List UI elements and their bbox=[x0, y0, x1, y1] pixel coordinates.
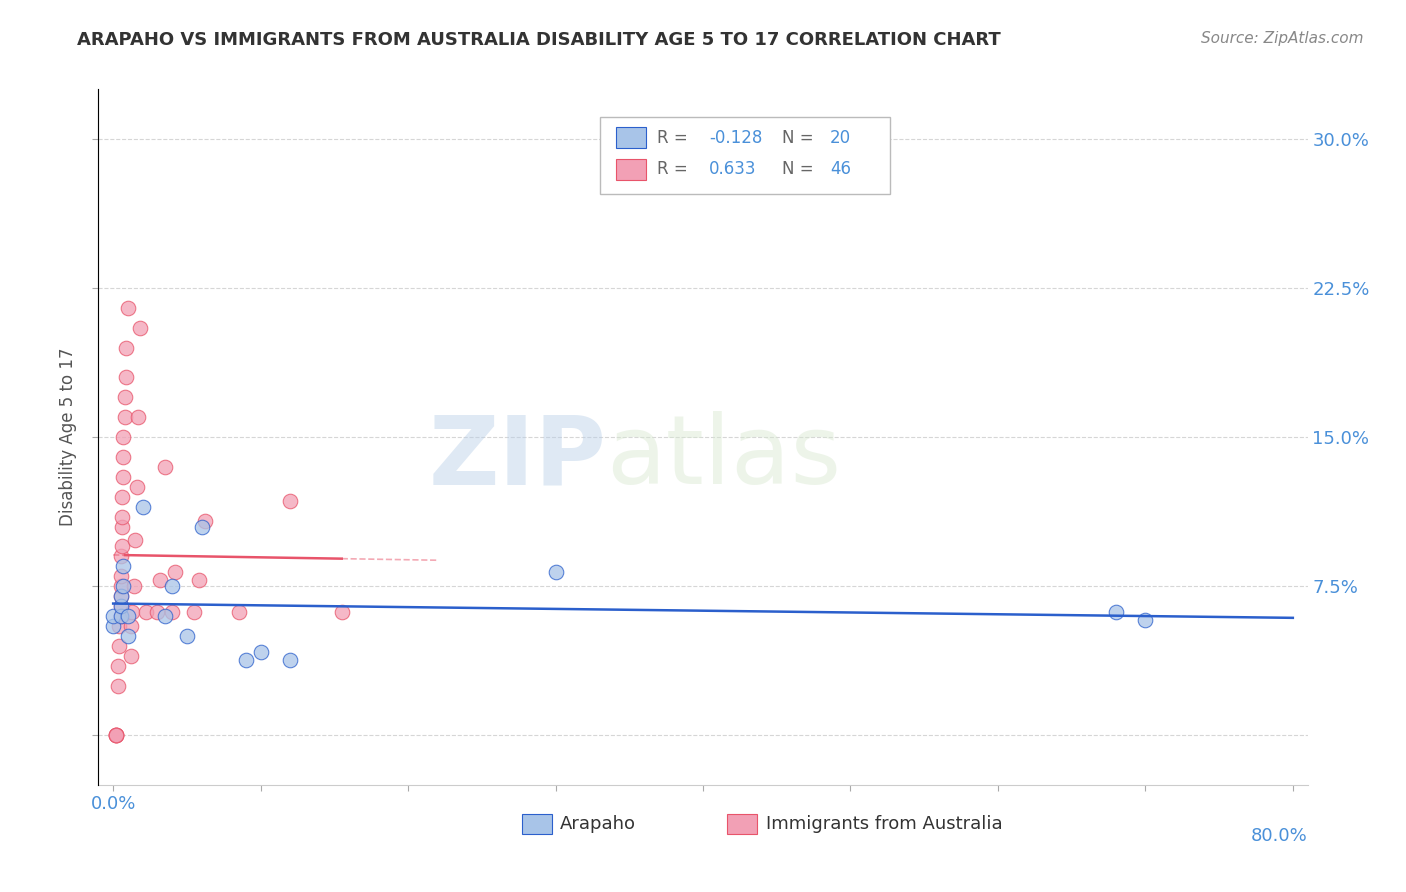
Point bbox=[111, 509, 134, 524]
Text: R =: R = bbox=[657, 161, 688, 178]
Text: Source: ZipAtlas.com: Source: ZipAtlas.com bbox=[1201, 31, 1364, 46]
Point bbox=[110, 599, 132, 613]
Bar bbox=[616, 159, 647, 179]
Point bbox=[1105, 605, 1128, 619]
Point bbox=[153, 459, 176, 474]
Point bbox=[278, 493, 301, 508]
Point bbox=[228, 605, 250, 619]
Point bbox=[114, 390, 136, 404]
Point bbox=[124, 533, 146, 548]
Point bbox=[330, 605, 353, 619]
Point bbox=[183, 605, 205, 619]
Point bbox=[110, 589, 132, 603]
Point bbox=[120, 648, 142, 663]
Point bbox=[187, 573, 209, 587]
Text: N =: N = bbox=[782, 161, 813, 178]
Point bbox=[115, 341, 138, 355]
Point bbox=[107, 658, 129, 673]
Text: R =: R = bbox=[657, 129, 688, 147]
Text: N =: N = bbox=[782, 129, 813, 147]
Point bbox=[108, 639, 131, 653]
Point bbox=[165, 566, 187, 580]
Point bbox=[112, 470, 135, 484]
Point bbox=[121, 605, 143, 619]
Point bbox=[117, 301, 139, 315]
Point bbox=[112, 450, 135, 464]
Text: 80.0%: 80.0% bbox=[1251, 827, 1308, 845]
Bar bbox=[727, 814, 758, 834]
Point bbox=[110, 579, 132, 593]
Text: 46: 46 bbox=[830, 161, 851, 178]
Point bbox=[160, 605, 183, 619]
Point bbox=[176, 629, 198, 643]
Point bbox=[101, 619, 124, 633]
Point bbox=[249, 645, 271, 659]
Point bbox=[117, 609, 139, 624]
Point bbox=[112, 430, 135, 444]
Point bbox=[110, 609, 132, 624]
FancyBboxPatch shape bbox=[600, 117, 890, 194]
Point bbox=[105, 728, 128, 742]
Point bbox=[111, 519, 134, 533]
Point bbox=[110, 589, 132, 603]
Point bbox=[128, 320, 150, 334]
Point bbox=[108, 619, 131, 633]
Point bbox=[111, 490, 134, 504]
Text: ARAPAHO VS IMMIGRANTS FROM AUSTRALIA DISABILITY AGE 5 TO 17 CORRELATION CHART: ARAPAHO VS IMMIGRANTS FROM AUSTRALIA DIS… bbox=[77, 31, 1001, 49]
Point bbox=[1135, 613, 1157, 627]
Point bbox=[110, 609, 132, 624]
Point bbox=[120, 619, 142, 633]
Point bbox=[110, 569, 132, 583]
Point bbox=[146, 605, 169, 619]
Point bbox=[101, 609, 124, 624]
Bar bbox=[522, 814, 551, 834]
Y-axis label: Disability Age 5 to 17: Disability Age 5 to 17 bbox=[59, 348, 77, 526]
Point bbox=[110, 599, 132, 613]
Point bbox=[110, 549, 132, 564]
Point bbox=[149, 573, 172, 587]
Point bbox=[125, 480, 148, 494]
Point bbox=[153, 609, 176, 624]
Point bbox=[278, 653, 301, 667]
Text: 0.633: 0.633 bbox=[709, 161, 756, 178]
Point bbox=[107, 679, 129, 693]
Text: Arapaho: Arapaho bbox=[561, 815, 637, 833]
Text: -0.128: -0.128 bbox=[709, 129, 762, 147]
Point bbox=[111, 540, 134, 554]
Point bbox=[112, 559, 135, 574]
Point bbox=[117, 629, 139, 643]
Point bbox=[115, 370, 138, 384]
Point bbox=[127, 410, 149, 425]
Point bbox=[112, 579, 135, 593]
Point bbox=[544, 566, 567, 580]
Point bbox=[160, 579, 183, 593]
Point bbox=[122, 579, 145, 593]
Bar bbox=[616, 128, 647, 148]
Text: Immigrants from Australia: Immigrants from Australia bbox=[766, 815, 1002, 833]
Text: atlas: atlas bbox=[606, 411, 841, 505]
Point bbox=[114, 410, 136, 425]
Text: ZIP: ZIP bbox=[429, 411, 606, 505]
Point bbox=[105, 728, 128, 742]
Point bbox=[135, 605, 157, 619]
Point bbox=[190, 519, 212, 533]
Point bbox=[105, 728, 128, 742]
Text: 20: 20 bbox=[830, 129, 851, 147]
Point bbox=[105, 728, 128, 742]
Point bbox=[194, 514, 217, 528]
Point bbox=[131, 500, 153, 514]
Point bbox=[235, 653, 257, 667]
